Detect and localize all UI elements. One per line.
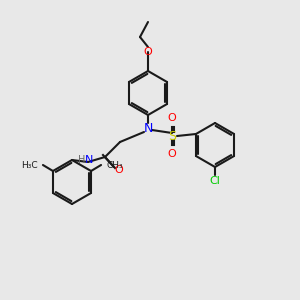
Text: N: N xyxy=(85,155,93,165)
Text: Cl: Cl xyxy=(210,176,220,186)
Text: H₃C: H₃C xyxy=(21,160,38,169)
Text: S: S xyxy=(168,130,176,142)
Text: O: O xyxy=(115,165,123,175)
Text: CH₃: CH₃ xyxy=(106,160,123,169)
Text: O: O xyxy=(168,149,176,159)
Text: O: O xyxy=(144,47,152,57)
Text: O: O xyxy=(168,113,176,123)
Text: H: H xyxy=(78,155,86,165)
Text: N: N xyxy=(143,122,153,134)
